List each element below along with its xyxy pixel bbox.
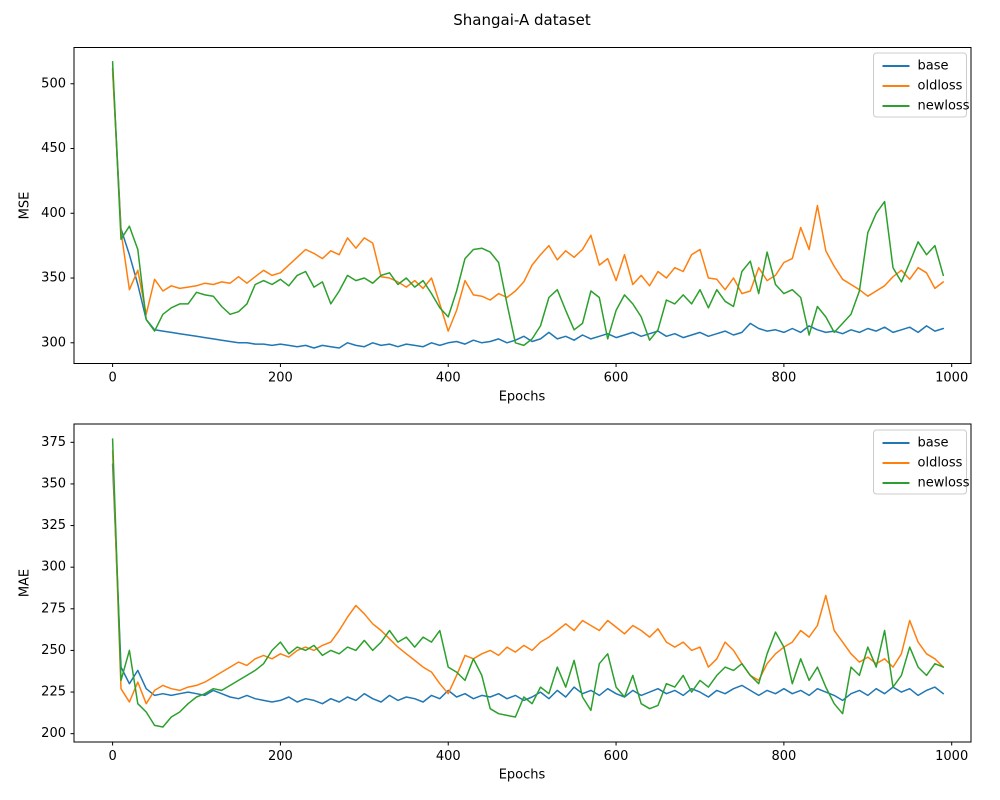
x-tick-label: 1000: [935, 371, 968, 386]
legend-label-oldloss: oldloss: [918, 456, 963, 471]
axes-spines: [73, 47, 972, 364]
x-tick-label: 800: [771, 749, 796, 764]
legend-label-newloss: newloss: [918, 99, 970, 114]
y-tick-label: 225: [41, 685, 66, 700]
series-line-newloss: [111, 60, 945, 347]
y-tick-label: 375: [41, 435, 66, 450]
x-tick-label: 600: [604, 371, 629, 386]
x-tick-label: 0: [108, 749, 116, 764]
legend-label-oldloss: oldloss: [918, 79, 963, 94]
series-line-oldloss: [111, 449, 945, 705]
x-tick-label: 400: [436, 371, 461, 386]
y-tick-label: 350: [41, 476, 66, 491]
y-tick-label: 325: [41, 518, 66, 533]
x-tick-label: 600: [604, 749, 629, 764]
y-tick-label: 300: [41, 335, 66, 350]
x-tick-label: 800: [771, 371, 796, 386]
axes-spines: [73, 423, 972, 743]
legend-label-base: base: [918, 436, 949, 451]
legend-box: [873, 429, 967, 495]
mse-axes: 0 200 400 600 800 1000 300 350 400 450 500 base oldl…: [41, 47, 972, 386]
series-line-base: [111, 67, 945, 349]
legend-label-base: base: [918, 59, 949, 74]
y-tick-label: 300: [41, 560, 66, 575]
mae-axes: 0 200 400 600 800 1000 200 225 250 275 300 325 350 37…: [41, 423, 972, 764]
y-tick-label: 350: [41, 271, 66, 286]
series-line-base: [111, 463, 945, 705]
x-tick-label: 1000: [935, 749, 968, 764]
x-tick-label: 200: [268, 749, 293, 764]
x-tick-label: 400: [436, 749, 461, 764]
legend-box: [873, 52, 967, 118]
x-tick-label: 200: [268, 371, 293, 386]
y-tick-label: 450: [41, 141, 66, 156]
mse-x-axis-label: Epochs: [499, 390, 546, 405]
y-tick-label: 400: [41, 206, 66, 221]
y-tick-label: 250: [41, 643, 66, 658]
series-line-newloss: [111, 438, 945, 728]
figure-title: Shangai-A dataset: [453, 11, 591, 29]
y-tick-label: 200: [41, 726, 66, 741]
mae-y-axis-label: MAE: [18, 569, 33, 597]
mse-y-axis-label: MSE: [18, 192, 33, 220]
x-tick-label: 0: [108, 371, 116, 386]
series-line-oldloss: [111, 70, 945, 332]
y-tick-label: 500: [41, 76, 66, 91]
y-tick-label: 275: [41, 601, 66, 616]
mae-x-axis-label: Epochs: [499, 768, 546, 783]
legend-label-newloss: newloss: [918, 476, 970, 491]
